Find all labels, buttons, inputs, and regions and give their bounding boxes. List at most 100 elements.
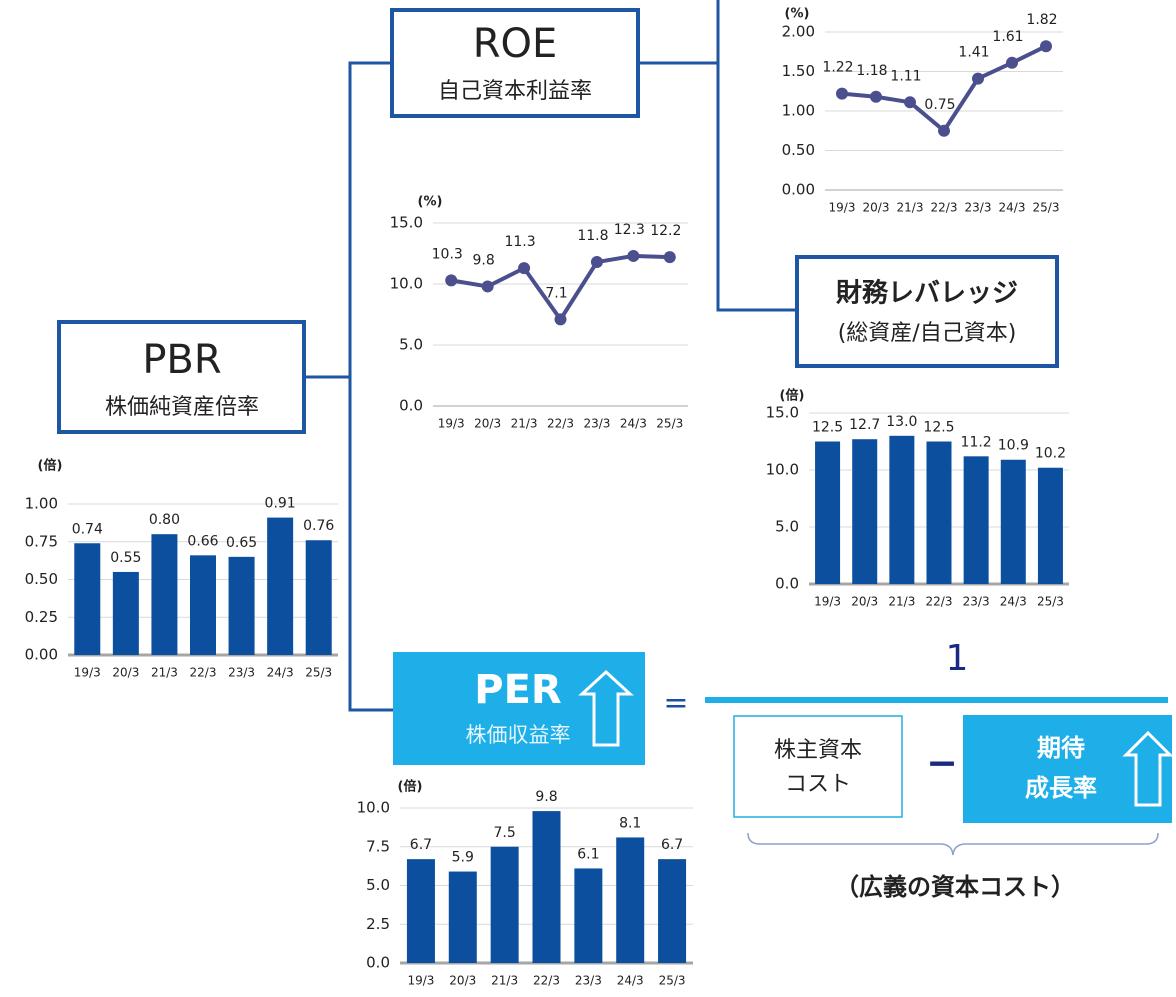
x-tick-label: 21/3 xyxy=(491,974,518,988)
x-tick-label: 21/3 xyxy=(511,417,538,431)
x-tick-label: 20/3 xyxy=(851,595,878,609)
x-tick-label: 25/3 xyxy=(1037,595,1064,609)
value-label: 9.8 xyxy=(473,252,495,268)
chart: (倍) 0.00 0.25 0.50 0.75 1.00 19/3 20/3 21/3 22/3 2… xyxy=(25,458,338,680)
roe-sub: 自己資本利益率 xyxy=(438,79,592,104)
leverage-sub: (総資産/自己資本) xyxy=(838,321,1017,346)
value-label: 7.5 xyxy=(494,825,516,841)
growth-box xyxy=(963,715,1172,823)
x-tick-label: 22/3 xyxy=(931,201,958,215)
marker xyxy=(590,256,603,269)
value-label: 11.3 xyxy=(504,234,535,250)
x-tick-label: 25/3 xyxy=(305,666,332,680)
pbr-title: PBR xyxy=(142,337,221,383)
minus: − xyxy=(926,741,958,785)
x-tick-label: 25/3 xyxy=(656,417,683,431)
bar xyxy=(815,441,841,584)
cost-box xyxy=(733,715,903,818)
up-arrow xyxy=(578,669,634,747)
x-tick-label: 23/3 xyxy=(583,417,610,431)
bar xyxy=(889,435,915,584)
value-label: 1.11 xyxy=(890,68,921,84)
x-tick-label: 22/3 xyxy=(190,666,217,680)
marker xyxy=(518,262,531,275)
bar xyxy=(406,859,435,963)
bracket-note: （広義の資本コスト） xyxy=(835,873,1075,901)
value-label: 6.1 xyxy=(577,846,599,862)
x-tick-label: 20/3 xyxy=(474,417,501,431)
value-label: 12.3 xyxy=(614,222,645,238)
x-tick-label: 24/3 xyxy=(620,417,647,431)
marker xyxy=(972,72,984,85)
bar xyxy=(490,846,519,963)
marker xyxy=(836,87,848,100)
y-tick-label: 0.50 xyxy=(782,141,815,159)
value-label: 11.2 xyxy=(961,434,992,450)
value-label: 12.5 xyxy=(812,420,843,436)
marker xyxy=(938,124,950,137)
pbr-sub: 株価純資産倍率 xyxy=(105,395,259,420)
y-tick-label: 0.0 xyxy=(399,397,423,415)
chart: (倍) 0.0 2.5 5.0 7.5 10.0 19/3 20/3 21/3 22/3 23/3 2… xyxy=(357,779,693,988)
y-tick-label: 5.0 xyxy=(399,336,423,354)
value-label: 8.1 xyxy=(619,815,641,831)
connector xyxy=(348,61,393,712)
x-tick-label: 21/3 xyxy=(897,201,924,215)
bar xyxy=(74,543,101,655)
y-tick-label: 2.5 xyxy=(366,915,390,933)
leverage-title: 財務レバレッジ xyxy=(836,279,1018,309)
value-label: 0.74 xyxy=(72,521,103,537)
x-tick-label: 25/3 xyxy=(659,974,686,988)
chart: (%) 0.0 5.0 10.0 15.0 19/3 20/3 21/3 22/3 23/3 24/… xyxy=(390,195,688,431)
value-label: 7.1 xyxy=(545,285,567,301)
marker xyxy=(663,251,676,264)
brace xyxy=(747,832,1159,856)
y-tick-label: 0.0 xyxy=(366,954,390,972)
per-sub: 株価収益率 xyxy=(466,723,571,747)
x-tick-label: 20/3 xyxy=(112,666,139,680)
y-tick-label: 15.0 xyxy=(390,214,423,232)
x-tick-label: 19/3 xyxy=(407,974,434,988)
marker xyxy=(481,280,494,293)
pbr-box xyxy=(57,320,306,434)
marker xyxy=(445,274,458,287)
value-label: 12.2 xyxy=(650,223,681,239)
value-label: 1.22 xyxy=(822,60,853,76)
y-tick-label: 5.0 xyxy=(366,876,390,894)
cost-text: コスト xyxy=(785,772,851,797)
equals: = xyxy=(663,686,688,721)
bar xyxy=(151,534,178,655)
marker xyxy=(904,96,916,109)
value-label: 0.66 xyxy=(187,533,218,549)
y-tick-label: 1.00 xyxy=(782,102,815,120)
bar xyxy=(228,556,255,655)
y-tick-label: 1.00 xyxy=(25,495,58,513)
bar xyxy=(616,837,645,963)
marker xyxy=(870,90,882,103)
roe-box xyxy=(390,8,640,118)
y-unit: (%) xyxy=(785,7,810,22)
value-label: 9.8 xyxy=(535,789,557,805)
x-tick-label: 20/3 xyxy=(863,201,890,215)
bar xyxy=(963,456,989,584)
y-tick-label: 0.00 xyxy=(782,181,815,199)
y-tick-label: 10.0 xyxy=(390,275,423,293)
x-tick-label: 23/3 xyxy=(575,974,602,988)
bar xyxy=(574,868,603,963)
bar xyxy=(532,811,561,963)
y-tick-label: 2.00 xyxy=(782,23,815,41)
bar xyxy=(926,441,952,584)
x-tick-label: 23/3 xyxy=(965,201,992,215)
marker xyxy=(627,249,640,262)
y-unit: (倍) xyxy=(398,779,423,795)
connectors xyxy=(305,0,795,712)
y-tick-label: 10.0 xyxy=(766,461,799,479)
x-tick-label: 19/3 xyxy=(74,666,101,680)
y-unit: (%) xyxy=(418,195,443,210)
y-tick-label: 5.0 xyxy=(775,518,799,536)
x-tick-label: 21/3 xyxy=(888,595,915,609)
marker xyxy=(1006,56,1018,69)
x-tick-label: 23/3 xyxy=(228,666,255,680)
y-tick-label: 0.00 xyxy=(25,646,58,664)
x-tick-label: 25/3 xyxy=(1033,201,1060,215)
